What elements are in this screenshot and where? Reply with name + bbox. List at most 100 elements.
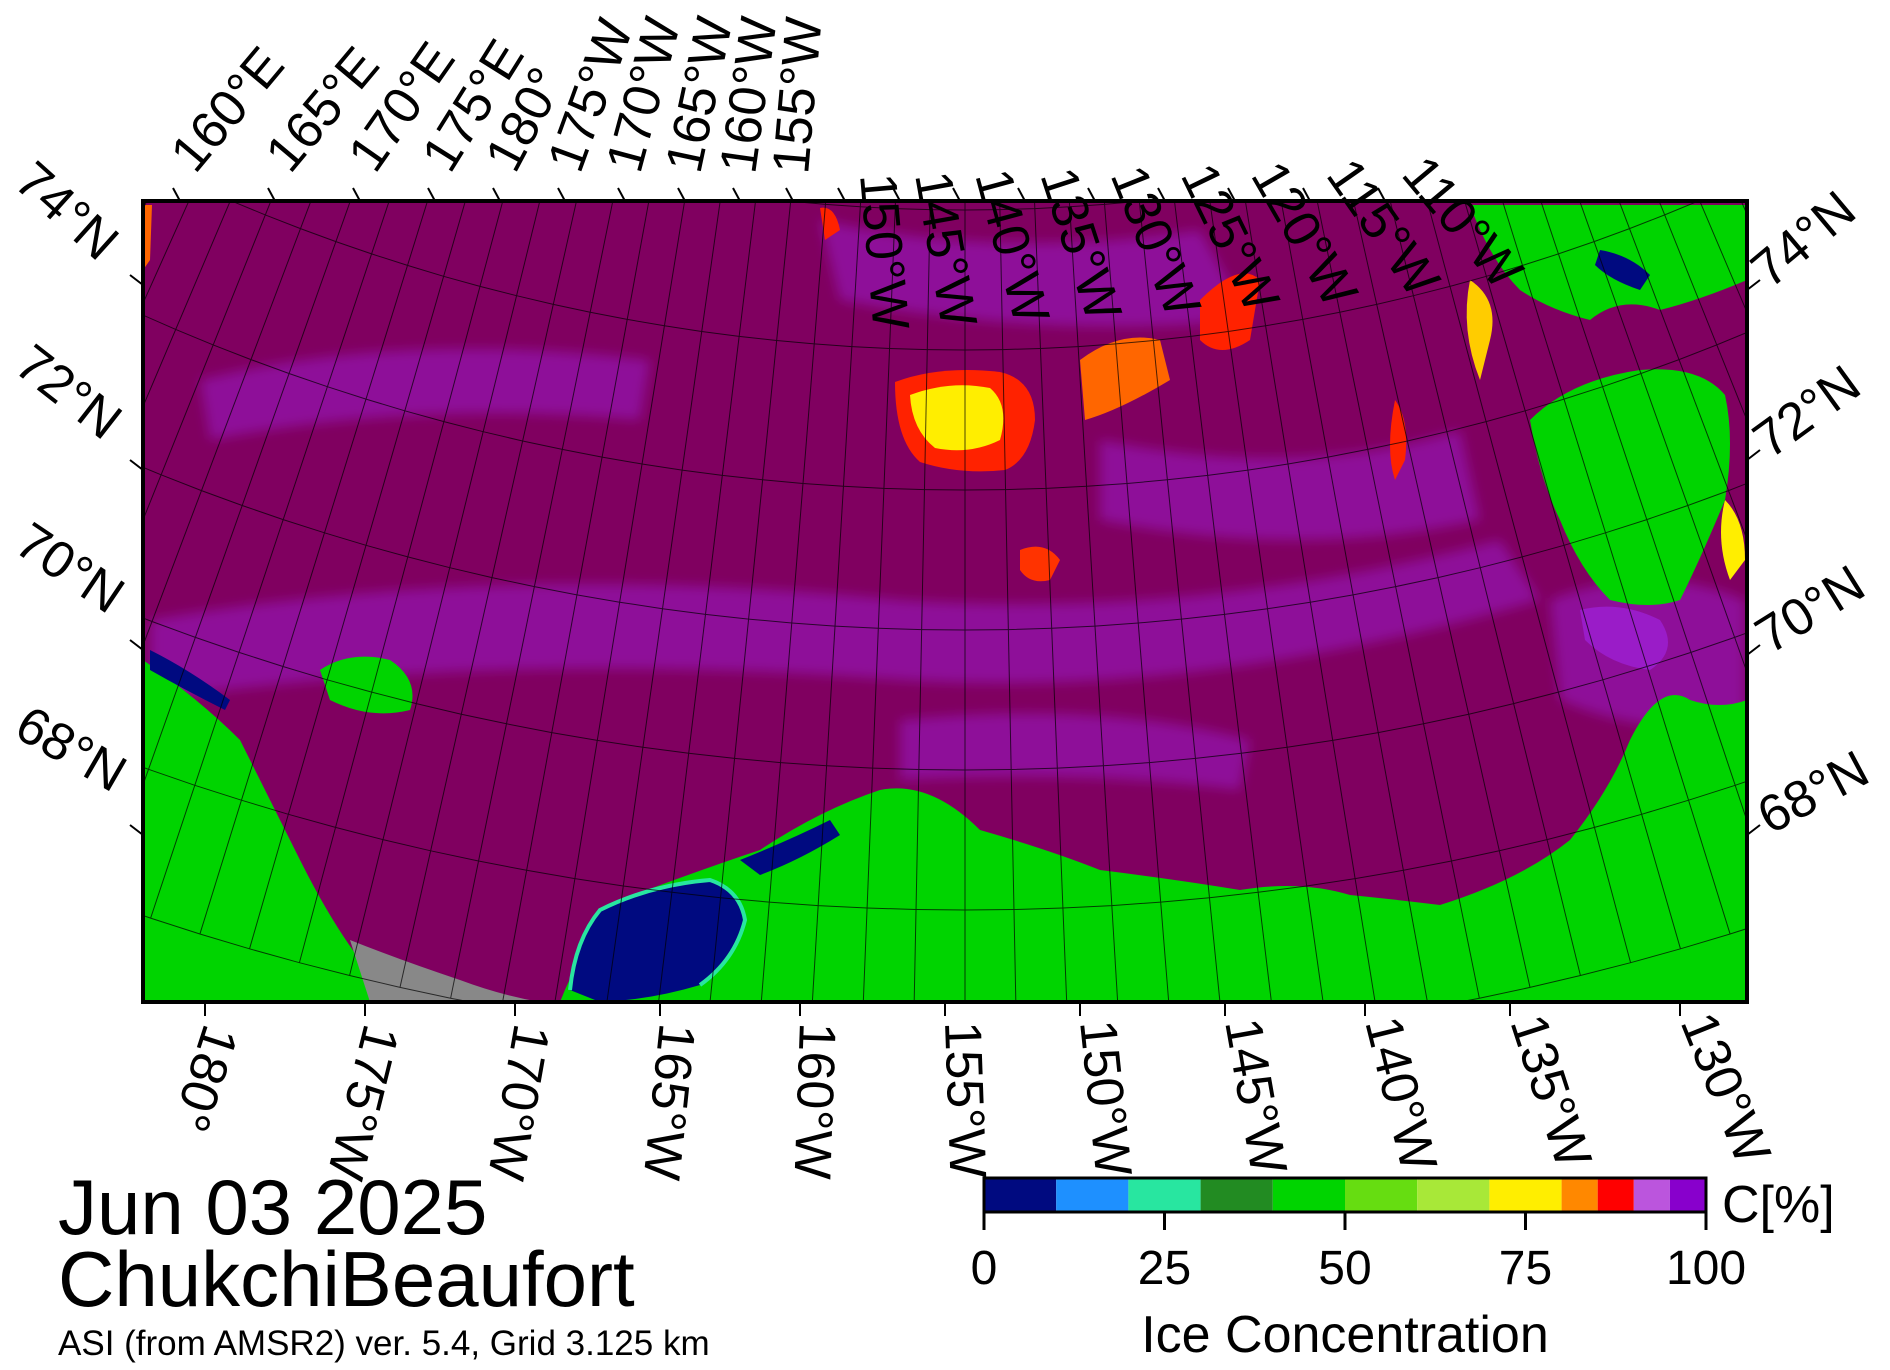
- parallel-line: [0, 0, 1890, 70]
- left-latitude-label: 70°N: [5, 512, 134, 625]
- frame-tick: [732, 187, 741, 202]
- meridian-line: [1792, 0, 1890, 596]
- colorbar-bin: [1345, 1178, 1418, 1212]
- colorbar-bin: [984, 1178, 1057, 1212]
- parallel-line: [143, 914, 1747, 1002]
- colorbar-bin: [1417, 1178, 1490, 1212]
- colorbar-bin: [1561, 1178, 1598, 1212]
- bottom-longitude-label: 140°W: [1353, 1011, 1447, 1177]
- parallel-line: [230, 201, 1700, 351]
- frame-tick: [1157, 187, 1166, 202]
- colorbar-bin: [1128, 1178, 1201, 1212]
- frame-tick: [267, 187, 276, 202]
- top-longitude-label: 150°W: [848, 171, 919, 332]
- banks-island: [1530, 369, 1730, 605]
- left-latitude-labels: 74°N 72°N 70°N 68°N: [4, 151, 136, 804]
- bottom-longitude-label: 170°W: [476, 1020, 560, 1184]
- colorbar-bin: [1597, 1178, 1634, 1212]
- colorbar-unit: C[%]: [1722, 1176, 1835, 1234]
- open-water-area: [570, 880, 745, 1002]
- frame-tick: [129, 824, 144, 836]
- frame-tick: [785, 187, 794, 202]
- colorbar-tick-label: 100: [1666, 1242, 1746, 1295]
- frame-tick: [837, 187, 846, 202]
- frame-tick: [1017, 187, 1026, 202]
- left-latitude-label: 68°N: [6, 695, 136, 803]
- parallel-line: [143, 314, 1747, 491]
- amundsen-gulf-ice: [1580, 606, 1668, 670]
- map-field: [0, 0, 1890, 1002]
- frame-tick: [677, 187, 686, 202]
- bottom-longitude-label: 130°W: [1669, 1005, 1781, 1172]
- frame-tick: [129, 639, 144, 651]
- frame-tick: [1087, 187, 1096, 202]
- frame-tick: [952, 187, 961, 202]
- colorbar-bin: [1056, 1178, 1129, 1212]
- wrangel-island: [320, 656, 413, 714]
- top-longitude-label: 155°W: [762, 15, 833, 176]
- frame-tick: [617, 187, 626, 202]
- bottom-longitude-label: 135°W: [1499, 1008, 1603, 1175]
- meridian-line: [0, 0, 114, 566]
- meridian-line: [0, 0, 67, 504]
- frame-tick: [492, 187, 501, 202]
- date-title: Jun 03 2025: [58, 1163, 488, 1251]
- source-note: ASI (from AMSR2) ver. 5.4, Grid 3.125 km: [58, 1324, 710, 1363]
- alaska-land: [560, 695, 1747, 1002]
- colorbar-bin: [1200, 1178, 1273, 1212]
- frame-tick: [352, 187, 361, 202]
- frame-tick: [892, 187, 901, 202]
- parallel-line: [143, 617, 1747, 771]
- graticule: [0, 0, 1890, 1002]
- bottom-longitude-label: 150°W: [1068, 1017, 1142, 1179]
- colorbar-bin: [1669, 1178, 1706, 1212]
- frame-tick: [129, 459, 144, 471]
- meridian-line: [0, 0, 138, 596]
- colorbar-bin: [1633, 1178, 1670, 1212]
- colorbar-tick-label: 25: [1138, 1242, 1191, 1295]
- frame-tick: [129, 274, 144, 286]
- colorbar-bin: [1489, 1178, 1562, 1212]
- bottom-longitude-label: 175°W: [315, 1019, 409, 1185]
- frame-tick: [557, 187, 566, 202]
- parallel-line: [143, 466, 1747, 631]
- bottom-longitude-label: 160°W: [783, 1022, 846, 1181]
- low-concentration-patches: [143, 205, 1745, 582]
- colorbar: 0 25 50 75 100 C[%] Ice Concentration: [971, 1176, 1835, 1364]
- frame-tick: [1746, 279, 1761, 291]
- bottom-longitude-label: 165°W: [632, 1021, 706, 1183]
- frame-tick: [1227, 187, 1236, 202]
- frame-tick: [1746, 824, 1761, 836]
- region-title: ChukchiBeaufort: [58, 1235, 635, 1323]
- left-latitude-label: 74°N: [4, 151, 129, 272]
- right-latitude-label: 72°N: [1743, 354, 1871, 469]
- bottom-longitude-label: 180°: [160, 1018, 248, 1138]
- colorbar-tick-label: 50: [1318, 1242, 1371, 1295]
- frame-tick: [1746, 644, 1761, 656]
- colorbar-title: Ice Concentration: [1141, 1306, 1549, 1364]
- meridian-line: [1743, 0, 1890, 653]
- bottom-longitude-label: 145°W: [1213, 1014, 1297, 1178]
- colorbar-tick-label: 75: [1499, 1242, 1552, 1295]
- right-latitude-label: 70°N: [1746, 554, 1875, 665]
- meridian-line: [1816, 0, 1890, 566]
- meridian-line: [1863, 0, 1890, 504]
- left-latitude-label: 72°N: [5, 334, 132, 451]
- siberia-land: [143, 660, 370, 1002]
- frame-tick: [427, 187, 436, 202]
- frame-tick: [1377, 187, 1386, 202]
- parallel-line: [143, 766, 1747, 911]
- right-latitude-labels: 74°N72°N70°N68°N: [1740, 180, 1878, 846]
- frame-tick: [1302, 187, 1311, 202]
- meridian-line: [1768, 0, 1890, 625]
- right-latitude-label: 68°N: [1748, 740, 1878, 846]
- frame-ticks: [129, 187, 1761, 1016]
- frame-tick: [172, 187, 181, 202]
- bottom-longitude-labels: 180° 175°W 170°W 165°W 160°W 155°W 150°W 145°W 1…: [160, 1005, 1781, 1185]
- open-water-edge: [568, 877, 748, 991]
- frame-tick: [1746, 449, 1761, 461]
- ice-variability-bands: [150, 220, 1745, 790]
- meridian-line: [1840, 0, 1890, 536]
- colorbar-bin: [1272, 1178, 1345, 1212]
